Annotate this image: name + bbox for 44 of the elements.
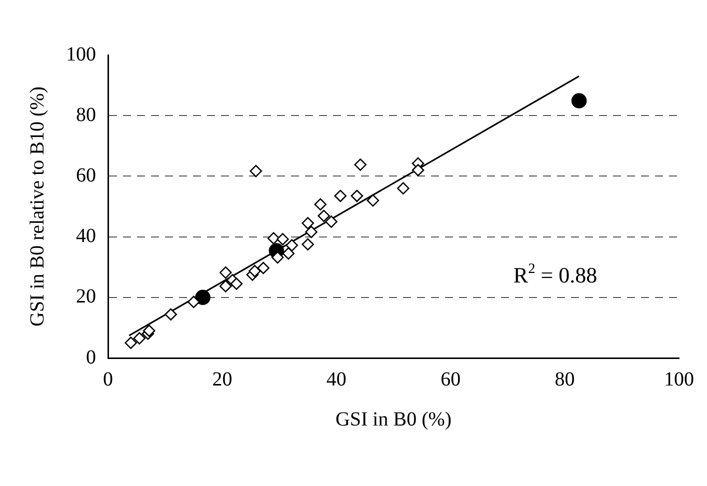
point	[325, 216, 338, 228]
point	[257, 262, 270, 274]
y-axis-title: GSI in B0 relative to B10 (%)	[26, 86, 48, 326]
point	[271, 251, 284, 264]
point	[302, 238, 314, 251]
x-tick-label: 80	[554, 368, 575, 390]
point	[397, 182, 410, 194]
y-tick-label: 40	[76, 225, 96, 248]
point	[219, 280, 232, 292]
y-tick-label: 0	[86, 346, 96, 368]
x-axis-title: GSI in B0 (%)	[335, 408, 452, 430]
point	[250, 164, 262, 178]
y-tick-label: 20	[76, 286, 96, 308]
point	[195, 290, 210, 306]
point	[318, 210, 330, 222]
x-tick-label: 20	[212, 368, 232, 390]
y-tick-label: 100	[66, 43, 96, 66]
point	[412, 164, 424, 176]
point	[276, 233, 289, 246]
point	[219, 266, 232, 279]
point	[354, 158, 367, 171]
x-tick-label: 60	[440, 368, 461, 390]
point	[286, 239, 298, 252]
point	[164, 308, 177, 321]
point	[334, 190, 347, 202]
point	[314, 198, 327, 211]
point	[248, 264, 261, 278]
y-tick-label: 60	[76, 164, 96, 186]
x-tick-label: 40	[326, 368, 346, 390]
point	[124, 336, 137, 349]
point	[133, 332, 146, 344]
point	[142, 324, 156, 337]
point	[188, 296, 200, 308]
point	[282, 247, 295, 260]
x-tick-label: 100	[664, 368, 694, 390]
x-tick-label: 0	[103, 368, 113, 390]
point	[366, 194, 380, 207]
point	[305, 226, 318, 238]
point	[267, 232, 280, 244]
point	[302, 217, 314, 230]
y-tick-label: 80	[76, 104, 96, 126]
point	[350, 190, 364, 202]
point	[571, 93, 587, 108]
point	[230, 278, 243, 290]
